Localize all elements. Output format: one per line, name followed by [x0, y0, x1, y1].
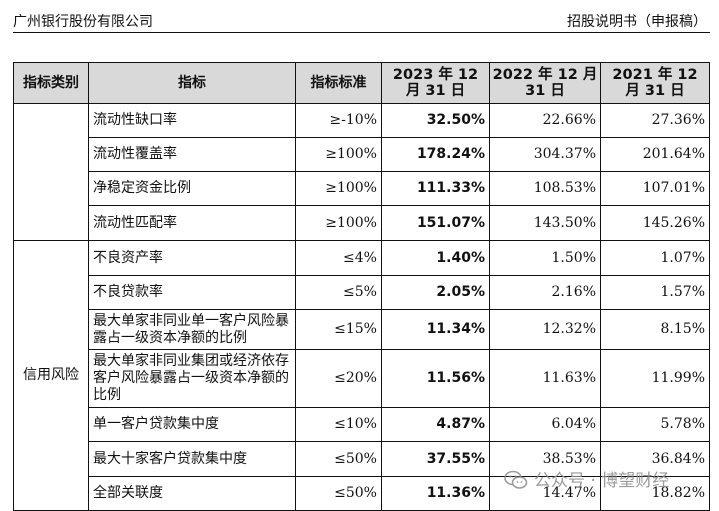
indicator-cell: 流动性覆盖率 [88, 137, 296, 172]
value-2023-cell: 11.36% [381, 476, 490, 511]
value-2022-cell: 1.50% [489, 240, 601, 276]
indicator-cell: 流动性缺口率 [88, 103, 296, 138]
watermark-text: 公众号 · 博望财经 [534, 471, 670, 491]
table-row: 流动性覆盖率 ≥100% 178.24% 304.37% 201.64% [14, 137, 710, 172]
value-2021-cell: 5.78% [600, 407, 710, 442]
value-2021-cell: 27.36% [600, 103, 710, 138]
table-row: 单一客户贷款集中度 ≤10% 4.87% 6.04% 5.78% [14, 407, 710, 442]
watermark: 公众号 · 博望财经 [504, 466, 669, 491]
standard-cell: ≤50% [295, 476, 382, 511]
column-header-standard: 指标标准 [295, 62, 382, 104]
standard-cell: ≤10% [295, 407, 382, 442]
value-2022-cell: 304.37% [489, 137, 601, 172]
indicator-cell: 单一客户贷款集中度 [88, 407, 296, 442]
standard-cell: ≥-10% [295, 103, 382, 138]
standard-cell: ≤20% [295, 349, 382, 408]
category-cell: 信用风险 [13, 240, 89, 511]
standard-cell: ≤5% [295, 275, 382, 310]
table-row: 最大十家客户贷款集中度 ≤50% 37.55% 38.53% 36.84% [14, 441, 710, 477]
category-cell [13, 103, 89, 241]
indicator-cell: 最大单家非同业集团或经济依存客户风险暴露占一级资本净额的比例 [88, 349, 296, 408]
indicator-cell: 净稳定资金比例 [88, 171, 296, 206]
table-row: 最大单家非同业集团或经济依存客户风险暴露占一级资本净额的比例 ≤20% 11.5… [14, 349, 710, 408]
table-row: 信用风险 不良资产率 ≤4% 1.40% 1.50% 1.07% [13, 240, 710, 511]
document-title: 招股说明书（申报稿） [567, 14, 707, 30]
value-2021-cell: 145.26% [600, 205, 710, 241]
value-2021-cell: 36.84% [600, 441, 710, 477]
value-2023-cell: 32.50% [381, 103, 490, 138]
standard-cell: ≥100% [295, 137, 382, 172]
value-2023-cell: 178.24% [381, 137, 490, 172]
value-2022-cell: 143.50% [489, 205, 601, 241]
table-row: 流动性缺口率 ≥-10% 32.50% 22.66% 27.36% [13, 103, 710, 241]
value-2021-cell: 201.64% [600, 137, 710, 172]
value-2022-cell: 2.16% [489, 275, 601, 310]
value-2022-cell: 6.04% [489, 407, 601, 442]
table-row: 不良贷款率 ≤5% 2.05% 2.16% 1.57% [14, 275, 710, 310]
value-2023-cell: 37.55% [381, 441, 490, 477]
indicator-cell: 流动性匹配率 [88, 205, 296, 241]
standard-cell: ≤4% [295, 240, 382, 276]
value-2022-cell: 22.66% [489, 103, 601, 138]
value-2023-cell: 111.33% [381, 171, 490, 206]
value-2023-cell: 11.56% [381, 349, 490, 408]
value-2022-cell: 11.63% [489, 349, 601, 408]
value-2021-cell: 18.82% [600, 476, 710, 511]
indicator-cell: 最大单家非同业单一客户风险暴露占一级资本净额的比例 [88, 309, 296, 350]
indicator-cell: 最大十家客户贷款集中度 [88, 441, 296, 477]
indicator-cell: 全部关联度 [88, 476, 296, 511]
column-header-indicator: 指标 [88, 62, 296, 104]
table-row: 最大单家非同业单一客户风险暴露占一级资本净额的比例 ≤15% 11.34% 12… [14, 309, 710, 350]
indicator-cell: 不良贷款率 [88, 275, 296, 310]
value-2021-cell: 1.07% [600, 240, 710, 276]
value-2023-cell: 1.40% [381, 240, 490, 276]
column-header-category: 指标类别 [13, 62, 89, 104]
value-2022-cell: 108.53% [489, 171, 601, 206]
table-row: 净稳定资金比例 ≥100% 111.33% 108.53% 107.01% [14, 171, 710, 206]
standard-cell: ≥100% [295, 171, 382, 206]
standard-cell: ≤15% [295, 309, 382, 350]
company-name: 广州银行股份有限公司 [13, 14, 153, 30]
value-2022-cell: 38.53% [489, 441, 601, 477]
column-header-2023: 2023 年 12 月 31 日 [381, 62, 490, 104]
standard-cell: ≤50% [295, 441, 382, 477]
value-2021-cell: 11.99% [600, 349, 710, 408]
value-2023-cell: 2.05% [381, 275, 490, 310]
page-header: 广州银行股份有限公司 招股说明书（申报稿） [0, 0, 719, 34]
header-divider [13, 32, 710, 33]
regulatory-indicators-table: 指标类别 指标 指标标准 2023 年 12 月 31 日 2022 年 12 … [13, 62, 710, 511]
table-row: 流动性匹配率 ≥100% 151.07% 143.50% 145.26% [14, 205, 710, 241]
value-2021-cell: 107.01% [600, 171, 710, 206]
value-2023-cell: 151.07% [381, 205, 490, 241]
wechat-icon [504, 470, 534, 491]
column-header-2021: 2021 年 12 月 31 日 [600, 62, 710, 104]
value-2021-cell: 8.15% [600, 309, 710, 350]
table-header-row: 指标类别 指标 指标标准 2023 年 12 月 31 日 2022 年 12 … [13, 62, 710, 104]
column-header-2022: 2022 年 12 月 31 日 [489, 62, 601, 104]
value-2023-cell: 4.87% [381, 407, 490, 442]
standard-cell: ≥100% [295, 205, 382, 241]
indicator-cell: 不良资产率 [88, 240, 296, 276]
value-2023-cell: 11.34% [381, 309, 490, 350]
value-2022-cell: 12.32% [489, 309, 601, 350]
value-2021-cell: 1.57% [600, 275, 710, 310]
